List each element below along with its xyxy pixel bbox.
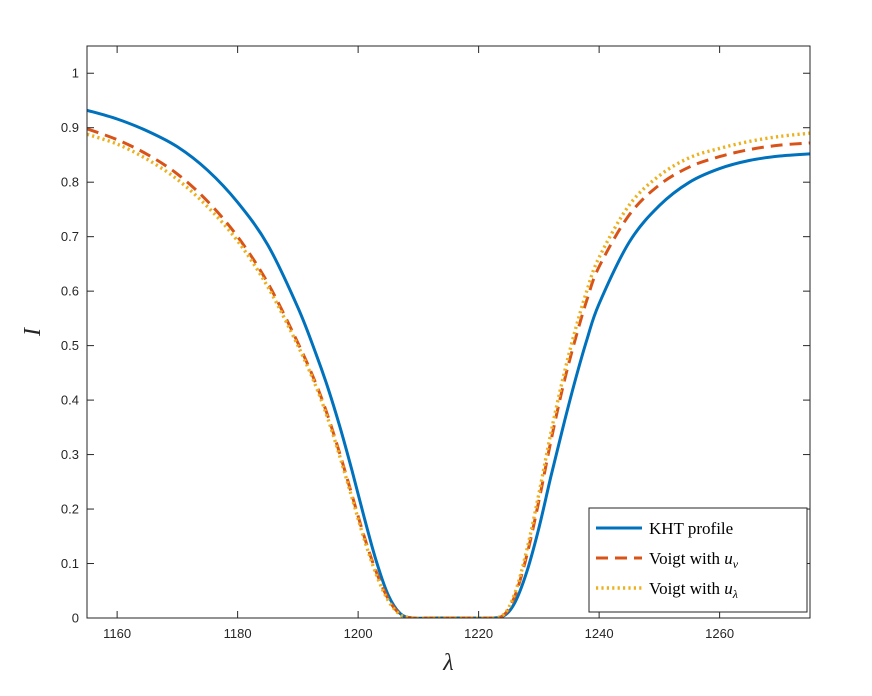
legend-label-2: Voigt with uν	[649, 549, 739, 571]
y-tick-label: 0.4	[61, 393, 79, 408]
x-tick-label: 1200	[344, 626, 373, 641]
x-tick-label: 1160	[103, 626, 131, 641]
legend: KHT profile Voigt with uν Voigt with uλ	[588, 507, 808, 613]
legend-box	[588, 507, 808, 613]
y-tick-label: 0.7	[61, 229, 79, 244]
axes-box	[86, 45, 811, 619]
y-tick-label: 0.6	[61, 284, 79, 299]
series-line-2	[87, 127, 810, 618]
y-tick-label: 0.9	[61, 120, 79, 135]
y-tick-label: 0.3	[61, 447, 79, 462]
y-tick-label: 0.8	[61, 175, 79, 190]
x-tick-label: 1180	[224, 626, 252, 641]
y-tick-label: 0	[72, 611, 79, 626]
series-line-1	[87, 108, 810, 618]
legend-label-1: KHT profile	[649, 519, 733, 538]
y-axis-label: I	[20, 327, 46, 337]
y-tick-label: 0.5	[61, 338, 79, 353]
plot-area	[87, 108, 810, 618]
axes: 1160 1180 1200 1220 1240 1260 0 0.1 0.2 0.3 0.4 0.5…	[20, 45, 811, 676]
y-tick-label: 0.2	[61, 502, 79, 517]
y-tick-label: 1	[72, 66, 79, 81]
y-tick-label: 0.1	[61, 556, 79, 571]
series-group	[87, 108, 810, 618]
legend-label-3: Voigt with uλ	[649, 579, 738, 601]
x-axis-label: λ	[442, 650, 453, 676]
series-line-3	[87, 131, 810, 618]
x-tick-label: 1220	[464, 626, 493, 641]
x-tick-label: 1260	[705, 626, 734, 641]
x-tick-label: 1240	[585, 626, 614, 641]
